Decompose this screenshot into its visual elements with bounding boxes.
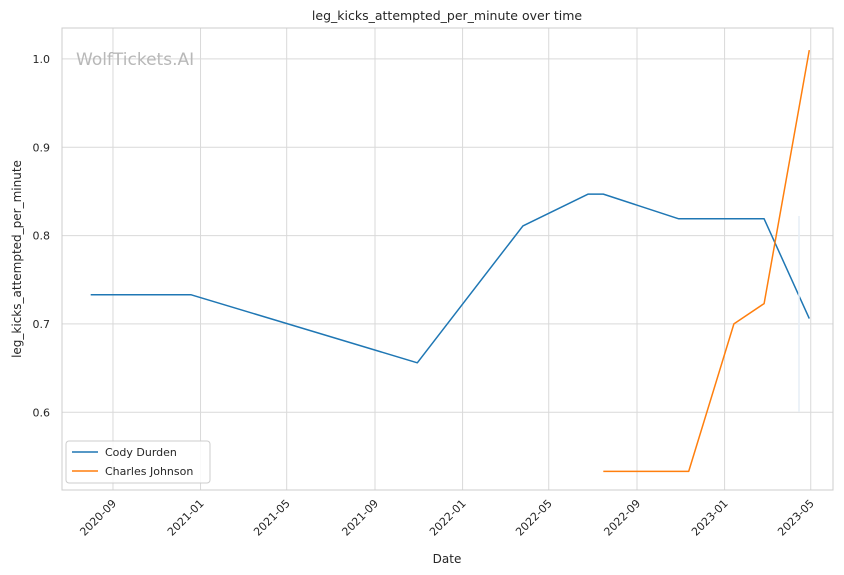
legend-box xyxy=(65,440,211,484)
series-line-charles-johnson xyxy=(603,49,811,473)
y-axis-label: leg_kicks_attempted_per_minute xyxy=(10,160,24,358)
legend: Cody Durden Charles Johnson xyxy=(65,440,211,484)
legend-label: Charles Johnson xyxy=(105,465,193,478)
series-line-cody-durden xyxy=(90,193,810,364)
plot-frame xyxy=(61,27,834,491)
chart-title: leg_kicks_attempted_per_minute over time xyxy=(312,8,582,23)
legend-label: Cody Durden xyxy=(105,446,177,459)
y-tick-label: 0.6 xyxy=(33,406,51,419)
y-tick-label: 0.7 xyxy=(33,318,51,331)
y-tick-label: 0.9 xyxy=(33,141,51,154)
y-tick-label: 1.0 xyxy=(33,53,51,66)
x-axis-label: Date xyxy=(433,552,462,566)
grid-lines xyxy=(62,28,833,490)
series-lines xyxy=(90,49,811,473)
watermark: WolfTickets.AI xyxy=(76,50,194,70)
y-tick-label: 0.8 xyxy=(33,230,51,243)
